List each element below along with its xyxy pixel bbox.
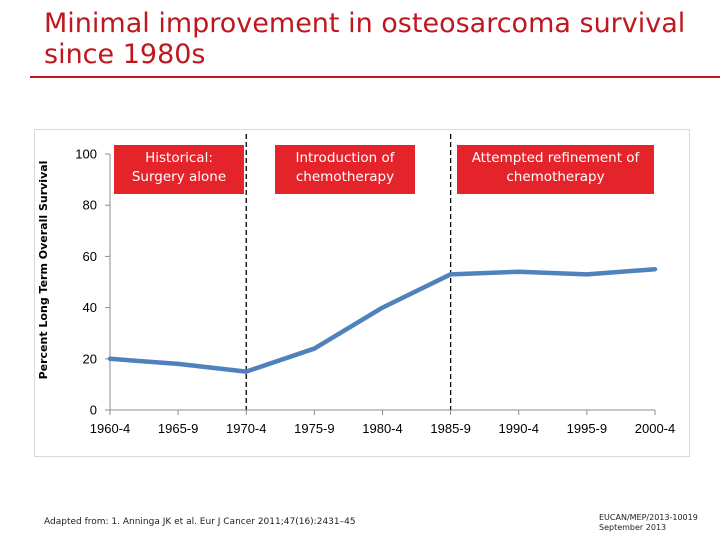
x-tick-label: 1995-9 (567, 421, 607, 436)
title-divider (30, 76, 720, 78)
x-tick-label: 1970-4 (226, 421, 266, 436)
era-annotation-box: Historical: Surgery alone (114, 145, 244, 194)
y-tick-label: 40 (83, 300, 97, 315)
footer-document-code: EUCAN/MEP/2013-10019 September 2013 (599, 513, 698, 532)
chart-frame (34, 129, 690, 457)
x-tick-label: 1960-4 (90, 421, 130, 436)
slide-title: Minimal improvement in osteosarcoma surv… (44, 8, 686, 70)
era-annotation-box: Introduction of chemotherapy (275, 145, 415, 194)
x-tick-label: 1990-4 (499, 421, 539, 436)
x-tick-label: 2000-4 (635, 421, 675, 436)
survival-series-line (107, 266, 658, 374)
y-tick-label: 100 (75, 147, 97, 162)
y-axis-label: Percent Long Term Overall Survival (37, 161, 50, 380)
y-tick-label: 80 (83, 198, 97, 213)
x-tick-label: 1980-4 (362, 421, 402, 436)
y-tick-label: 0 (90, 403, 97, 418)
y-tick-label: 60 (83, 249, 97, 264)
era-annotation-box: Attempted refinement of chemotherapy (457, 145, 654, 194)
x-tick-label: 1975-9 (294, 421, 334, 436)
x-tick-label: 1985-9 (430, 421, 470, 436)
y-tick-label: 20 (83, 351, 97, 366)
footer-reference: Adapted from: 1. Anninga JK et al. Eur J… (44, 517, 356, 527)
x-tick-label: 1965-9 (158, 421, 198, 436)
